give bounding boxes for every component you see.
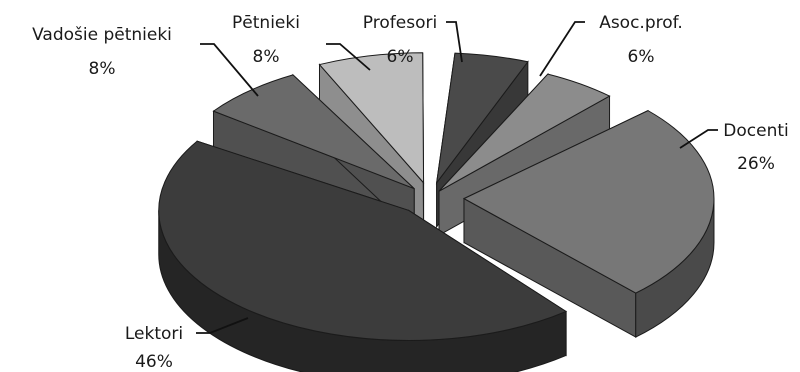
pie-slice-top-vadosie-petnieki: [212, 74, 415, 190]
leader-line-asoc-prof: [539, 21, 585, 77]
pie-slice-docenti: [462, 109, 715, 338]
slices-layer: [158, 52, 715, 372]
leader-line-lektori: [196, 317, 249, 334]
slice-label-vadosie-petnieki: Vadošie pētnieki: [32, 25, 172, 45]
leader-line-docenti: [679, 129, 718, 149]
slice-value-lektori: 46%: [135, 352, 173, 372]
pie-slice-top-profesori: [435, 52, 529, 185]
slice-label-profesori: Profesori: [363, 13, 437, 33]
slice-value-vadosie-petnieki: 8%: [89, 59, 116, 79]
slice-value-asoc-prof: 6%: [628, 47, 655, 67]
leader-line-vadosie-petnieki: [200, 43, 259, 97]
pie-slice-top-petnieki: [318, 52, 425, 185]
slice-value-petnieki: 8%: [253, 47, 280, 67]
slice-label-lektori: Lektori: [125, 324, 183, 344]
pie-slice-top-asoc-prof: [438, 73, 611, 192]
labels-layer: Profesori 6% Asoc.prof. 6% Docenti 26% L…: [32, 13, 789, 372]
leader-line-petnieki: [326, 43, 371, 71]
slice-value-profesori: 6%: [387, 47, 414, 67]
slice-label-asoc-prof: Asoc.prof.: [599, 13, 683, 33]
slice-value-docenti: 26%: [737, 154, 775, 174]
pie-slice-top-lektori: [158, 140, 568, 341]
leader-line-profesori: [446, 21, 463, 63]
pie-slice-lektori: [158, 140, 568, 372]
slice-label-petnieki: Pētnieki: [232, 13, 300, 33]
pie-slice-top-docenti: [462, 110, 715, 294]
slice-label-docenti: Docenti: [723, 121, 788, 141]
